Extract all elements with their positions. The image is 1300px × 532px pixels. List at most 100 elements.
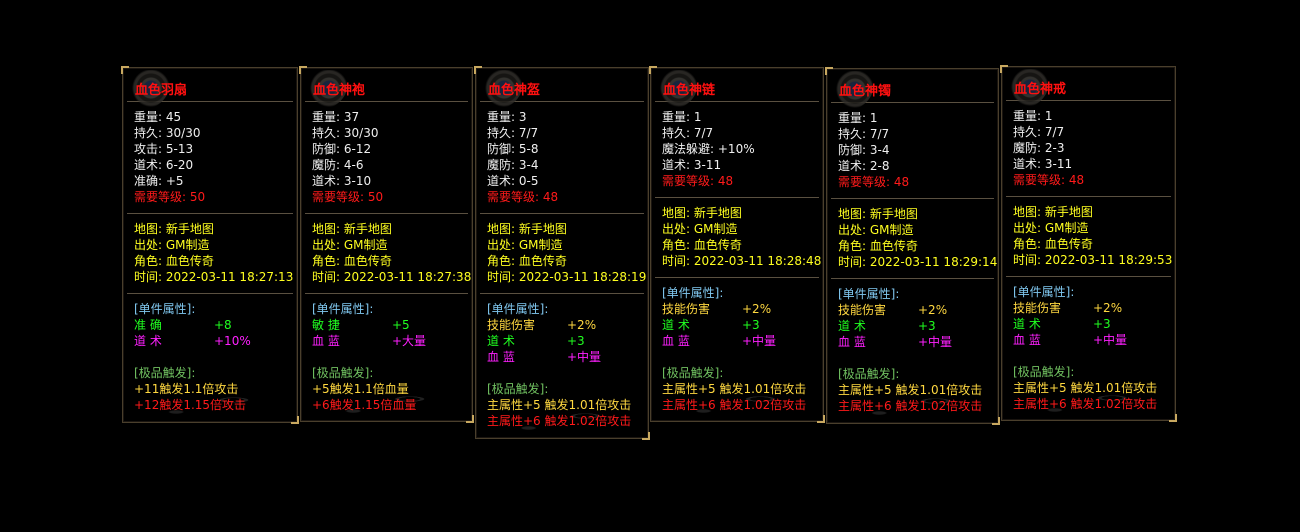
stat-value: +5 bbox=[165, 174, 184, 188]
affix-header: [单件属性]: bbox=[838, 287, 900, 301]
stat-value: 3-10 bbox=[343, 174, 372, 188]
affix-row: 技能伤害 +2% bbox=[1013, 300, 1175, 316]
affix-value: +中量 bbox=[742, 334, 777, 348]
trigger-header: [极品触发]: bbox=[134, 366, 196, 380]
info-label: 出处: bbox=[487, 238, 516, 252]
stats-section: 重量: 3 持久: 7/7 防御: 5-8 魔防: 3-4 道术: 0-5 需要等级: 4… bbox=[476, 102, 648, 213]
affix-row: 技能伤害 +2% bbox=[838, 302, 998, 318]
stat-row: 准确: +5 bbox=[134, 173, 297, 189]
stat-label: 防御: bbox=[838, 143, 867, 157]
stat-value: 5-13 bbox=[165, 142, 194, 156]
trigger-row: +11触发1.1倍攻击 bbox=[134, 382, 239, 396]
stat-label: 持久: bbox=[487, 126, 516, 140]
stat-value: 3 bbox=[518, 110, 527, 124]
swirl-decoration bbox=[661, 387, 803, 417]
stat-label: 重量: bbox=[838, 111, 867, 125]
affix-row: 血 蓝 +中量 bbox=[662, 333, 823, 349]
info-label: 出处: bbox=[134, 238, 163, 252]
trigger-row: 主属性+6 触发1.02倍攻击 bbox=[838, 399, 983, 413]
info-label: 地图: bbox=[134, 222, 163, 236]
info-value: 2022-03-11 18:28:48 bbox=[693, 254, 822, 268]
stat-label: 持久: bbox=[134, 126, 163, 140]
info-section: 地图: 新手地图 出处: GM制造 角色: 血色传奇 时间: 2022-03-11 1… bbox=[476, 214, 648, 293]
divider bbox=[831, 278, 994, 279]
stat-value: 3-11 bbox=[693, 158, 722, 172]
info-section: 地图: 新手地图 出处: GM制造 角色: 血色传奇 时间: 2022-03-11 1… bbox=[827, 199, 998, 278]
affix-name: 敏 捷 bbox=[312, 318, 340, 332]
stat-label: 持久: bbox=[838, 127, 867, 141]
info-value: GM制造 bbox=[165, 238, 210, 252]
required-level: 需要等级: 48 bbox=[487, 189, 648, 205]
info-row: 角色: 血色传奇 bbox=[487, 253, 648, 269]
level-label: 需要等级: bbox=[1013, 173, 1066, 187]
item-title: 血色神镯 bbox=[839, 84, 892, 99]
info-row: 出处: GM制造 bbox=[134, 237, 297, 253]
info-value: 新手地图 bbox=[869, 207, 918, 221]
affix-value: +3 bbox=[1093, 317, 1111, 331]
stat-label: 持久: bbox=[1013, 125, 1042, 139]
stat-row: 防御: 6-12 bbox=[312, 141, 472, 157]
info-label: 出处: bbox=[1013, 221, 1042, 235]
info-value: 新手地图 bbox=[518, 222, 567, 236]
item-title: 血色神戒 bbox=[1014, 82, 1067, 97]
info-value: GM制造 bbox=[1044, 221, 1089, 235]
stat-value: 3-4 bbox=[869, 143, 890, 157]
stat-value: 6-20 bbox=[165, 158, 194, 172]
affix-value: +2% bbox=[918, 303, 948, 317]
stat-label: 道术: bbox=[662, 158, 691, 172]
info-label: 时间: bbox=[487, 270, 516, 284]
divider bbox=[655, 101, 819, 102]
info-section: 地图: 新手地图 出处: GM制造 角色: 血色传奇 时间: 2022-03-11 1… bbox=[651, 198, 823, 277]
affix-name: 道 术 bbox=[487, 334, 515, 348]
stat-label: 道术: bbox=[134, 158, 163, 172]
stat-label: 重量: bbox=[1013, 109, 1042, 123]
stat-label: 魔防: bbox=[487, 158, 516, 172]
info-row: 角色: 血色传奇 bbox=[134, 253, 297, 269]
stat-label: 道术: bbox=[487, 174, 516, 188]
info-label: 时间: bbox=[662, 254, 691, 268]
info-value: 2022-03-11 18:29:53 bbox=[1044, 253, 1173, 267]
item-tooltip-card: 血色神戒 重量: 1 持久: 7/7 魔防: 2-3 道术: 3-11 需要等级: 48 地… bbox=[1000, 65, 1177, 422]
required-level: 需要等级: 50 bbox=[134, 189, 297, 205]
affix-row: 技能伤害 +2% bbox=[487, 317, 648, 333]
info-value: GM制造 bbox=[693, 222, 738, 236]
swirl-decoration bbox=[486, 404, 628, 434]
trigger-row: +12触发1.15倍攻击 bbox=[134, 398, 247, 412]
item-tooltip-card: 血色羽扇 重量: 45 持久: 30/30 攻击: 5-13 道术: 6-20 准确: +… bbox=[121, 66, 299, 424]
swirl-decoration bbox=[133, 388, 277, 418]
info-section: 地图: 新手地图 出处: GM制造 角色: 血色传奇 时间: 2022-03-11 1… bbox=[123, 214, 297, 293]
info-row: 时间: 2022-03-11 18:29:14 bbox=[838, 254, 998, 270]
stat-label: 魔防: bbox=[1013, 141, 1042, 155]
affix-name: 血 蓝 bbox=[312, 334, 340, 348]
trigger-row: +6触发1.15倍血量 bbox=[312, 398, 417, 412]
info-value: 2022-03-11 18:27:13 bbox=[165, 270, 294, 284]
stat-value: 30/30 bbox=[343, 126, 379, 140]
info-row: 出处: GM制造 bbox=[662, 221, 823, 237]
info-row: 角色: 血色传奇 bbox=[838, 238, 998, 254]
affix-section: [单件属性]: 技能伤害 +2% 道 术 +3 血 蓝 +中量 [极品触发]: 主属性+5 触发… bbox=[827, 279, 998, 422]
info-value: 新手地图 bbox=[693, 206, 742, 220]
stat-row: 重量: 1 bbox=[662, 109, 823, 125]
trigger-row: 主属性+5 触发1.01倍攻击 bbox=[662, 382, 807, 396]
stat-row: 魔防: 4-6 bbox=[312, 157, 472, 173]
info-row: 时间: 2022-03-11 18:28:19 bbox=[487, 269, 648, 285]
affix-name: 道 术 bbox=[134, 334, 162, 348]
stat-row: 道术: 3-11 bbox=[1013, 156, 1175, 172]
stat-label: 持久: bbox=[312, 126, 341, 140]
info-value: 新手地图 bbox=[343, 222, 392, 236]
trigger-header: [极品触发]: bbox=[838, 367, 900, 381]
info-row: 时间: 2022-03-11 18:27:13 bbox=[134, 269, 297, 285]
info-value: 血色传奇 bbox=[869, 239, 918, 253]
stat-value: 1 bbox=[869, 111, 878, 125]
stat-value: 0-5 bbox=[518, 174, 539, 188]
affix-row: 道 术 +3 bbox=[662, 317, 823, 333]
info-value: 新手地图 bbox=[1044, 205, 1093, 219]
stat-label: 防御: bbox=[487, 142, 516, 156]
stat-value: 2-3 bbox=[1044, 141, 1065, 155]
affix-section: [单件属性]: 准 确 +8 道 术 +10% [极品触发]: +11触发1.1倍攻击 +12… bbox=[123, 294, 297, 421]
level-label: 需要等级: bbox=[662, 174, 715, 188]
affix-row: 道 术 +3 bbox=[838, 318, 998, 334]
stat-value: 1 bbox=[1044, 109, 1053, 123]
swirl-decoration bbox=[1012, 386, 1155, 416]
item-tooltip-card: 血色神镯 重量: 1 持久: 7/7 防御: 3-4 道术: 2-8 需要等级: 48 地图… bbox=[825, 67, 1000, 425]
